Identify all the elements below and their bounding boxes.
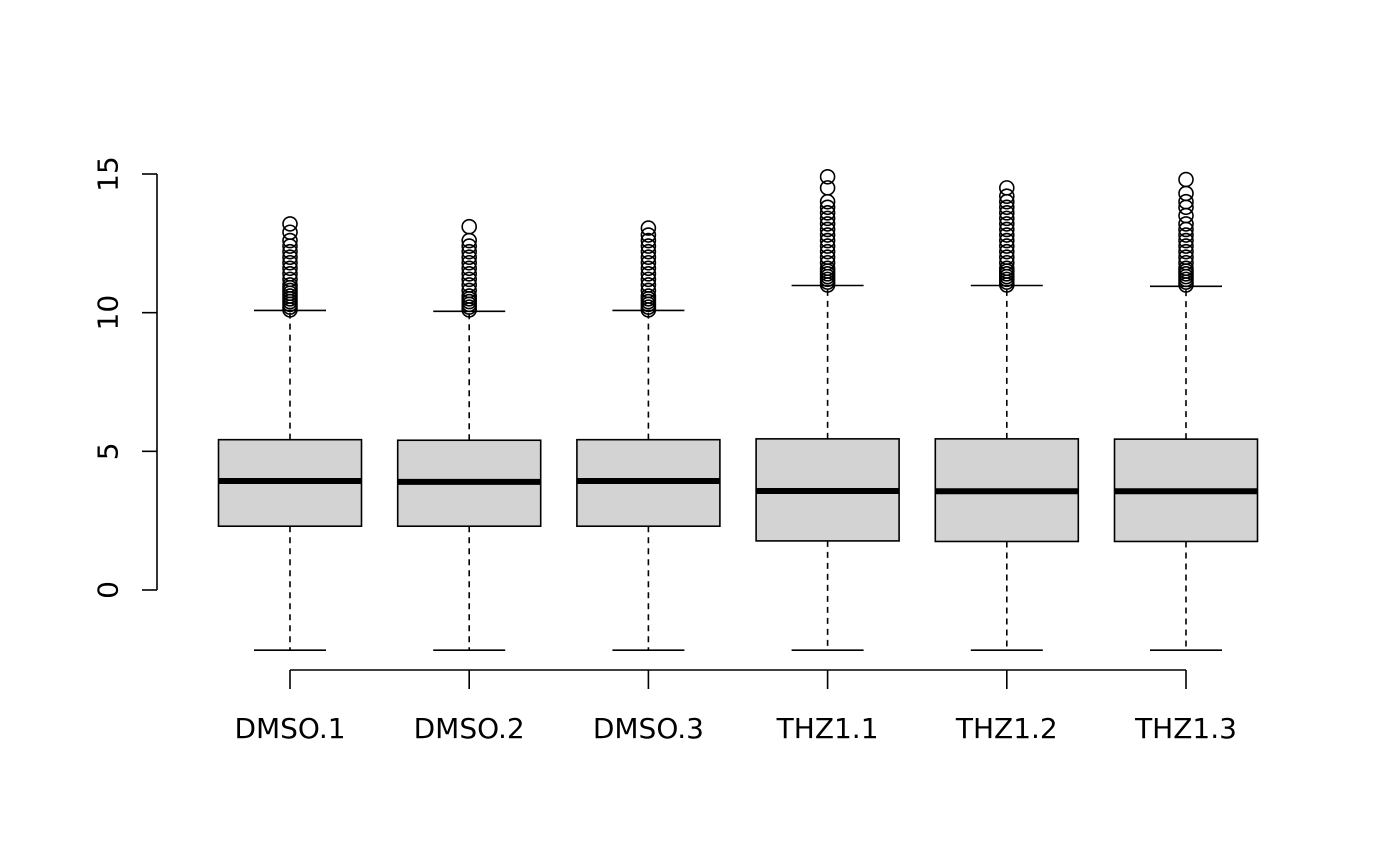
outlier-point (640, 260, 657, 277)
outlier-point (640, 288, 657, 304)
outlier-point (640, 271, 657, 288)
outlier-point (1178, 260, 1194, 277)
outlier-point (282, 260, 298, 277)
outlier-point (998, 254, 1015, 271)
outlier-point (819, 227, 836, 243)
outlier-point (640, 282, 657, 299)
outlier-point (282, 216, 298, 232)
outlier-point (998, 232, 1015, 249)
y-tick-label: 5 (92, 442, 125, 460)
outlier-point (998, 227, 1015, 243)
outlier-point (819, 210, 836, 227)
outlier-point (998, 205, 1015, 221)
outlier-point (640, 254, 657, 271)
outlier-point (282, 254, 298, 271)
outlier-point (640, 266, 657, 282)
outlier-point (461, 254, 478, 271)
outlier-point (998, 199, 1015, 216)
outlier-point (461, 277, 478, 293)
outlier-point (998, 216, 1015, 232)
x-tick-label: THZ1.2 (955, 712, 1058, 745)
box-thz1-1 (755, 168, 900, 651)
outlier-point (819, 180, 836, 196)
outlier-point (282, 266, 298, 282)
outlier-point (1178, 238, 1194, 254)
x-tick-label: THZ1.3 (1134, 712, 1237, 745)
box-dmso-2 (396, 218, 542, 651)
outlier-point (998, 260, 1015, 277)
x-axis: DMSO.1 DMSO.2 DMSO.3 THZ1.1 THZ1.2 THZ1.3 (234, 669, 1237, 745)
outlier-point (461, 282, 478, 299)
outlier-point (640, 232, 657, 249)
outlier-point (1178, 193, 1194, 210)
outlier-point (819, 254, 836, 271)
outlier-point (819, 168, 836, 185)
outlier-point (1178, 207, 1194, 224)
outlier-point (998, 243, 1015, 260)
outlier-point (461, 288, 478, 304)
outlier-point (461, 260, 478, 277)
outlier-point (819, 243, 836, 260)
x-tick-label: THZ1.1 (776, 712, 879, 745)
outlier-point (819, 205, 836, 221)
outlier-point (998, 210, 1015, 227)
outlier-point (282, 271, 298, 288)
outlier-point (282, 243, 298, 260)
boxes (217, 168, 1259, 651)
y-tick-label: 15 (92, 156, 125, 192)
outlier-point (282, 232, 298, 249)
outlier-point (998, 221, 1015, 238)
outlier-point (998, 180, 1015, 196)
outlier-point (1178, 171, 1194, 188)
x-tick-label: DMSO.3 (593, 712, 704, 745)
box-dmso-1 (217, 216, 363, 651)
outlier-point (282, 277, 298, 293)
outlier-point (640, 277, 657, 293)
outlier-point (1178, 249, 1194, 266)
outlier-point (1178, 243, 1194, 260)
outlier-point (461, 271, 478, 288)
y-axis: 0 5 10 15 (92, 156, 158, 599)
outlier-point (640, 220, 657, 236)
outlier-point (640, 227, 657, 243)
outlier-point (461, 249, 478, 266)
y-tick-label: 0 (92, 581, 125, 599)
outlier-point (819, 249, 836, 266)
outlier-point (819, 260, 836, 277)
x-tick-label: DMSO.2 (414, 712, 525, 745)
outlier-point (1178, 232, 1194, 249)
outlier-point (819, 221, 836, 238)
outlier-point (640, 238, 657, 254)
box-thz1-3 (1113, 171, 1259, 651)
outlier-point (819, 216, 836, 232)
outlier-point (461, 218, 478, 235)
outlier-point (282, 249, 298, 266)
outlier-point (1178, 227, 1194, 243)
y-tick-label: 10 (92, 295, 125, 331)
outlier-point (461, 243, 478, 260)
box-dmso-3 (576, 220, 721, 651)
outlier-point (282, 224, 298, 241)
outlier-point (461, 266, 478, 282)
outlier-point (1178, 216, 1194, 232)
outlier-point (998, 188, 1015, 204)
outlier-point (819, 232, 836, 249)
box-thz1-2 (934, 180, 1080, 651)
x-tick-label: DMSO.1 (234, 712, 345, 745)
outlier-point (640, 249, 657, 266)
outlier-point (640, 243, 657, 260)
outlier-point (998, 249, 1015, 266)
outlier-point (819, 238, 836, 254)
outlier-point (819, 199, 836, 216)
outlier-point (998, 238, 1015, 254)
outlier-point (1178, 254, 1194, 271)
outlier-point (461, 238, 478, 254)
outlier-point (1178, 185, 1194, 202)
